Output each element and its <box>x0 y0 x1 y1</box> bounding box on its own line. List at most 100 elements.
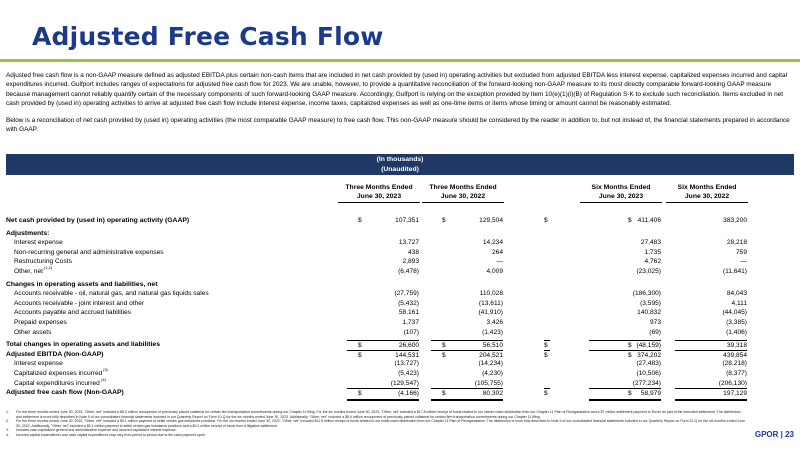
value-cell: 204,521 <box>431 349 503 361</box>
value-cell: (11,641) <box>722 267 747 275</box>
value-cell: (1,423) <box>482 328 503 336</box>
value-cell: 3,426 <box>486 318 503 326</box>
value-cell: (5,423) <box>398 369 419 377</box>
footnote-text: For the three months ended June 30, 2022… <box>16 419 746 428</box>
currency-symbol: $ <box>628 388 634 399</box>
currency-symbol: $ <box>358 388 364 399</box>
column-header: Three Months Ended June 30, 2023 <box>338 184 420 203</box>
currency-symbol: $ <box>628 349 634 361</box>
value-cell: 110,028 <box>479 290 503 298</box>
value-cell: 4,762 <box>644 258 661 266</box>
value-cell: 439,854 <box>675 349 747 361</box>
value-cell: (27,483) <box>636 360 661 368</box>
value-cell: (129,547) <box>390 379 419 387</box>
table-row: Accounts payable and accrued liabilities… <box>6 308 794 318</box>
value-cell: (1,406) <box>726 328 747 336</box>
row-label: Changes in operating assets and liabilit… <box>6 280 158 288</box>
table-row: Adjusted EBITDA (Non-GAAP) 144,531 204,521… <box>6 349 794 361</box>
table-row: Prepaid expenses 1,737 3,426 973 (3,385) <box>6 318 794 328</box>
value-cell: 759 <box>735 248 747 256</box>
value-cell: 27,483 <box>640 239 661 247</box>
value-cell: 438 <box>407 248 419 256</box>
value-cell: 39,318 <box>675 340 747 351</box>
value-cell: (13,611) <box>478 299 503 307</box>
currency-symbol: $ <box>544 217 548 224</box>
intro-paragraph: Below is a reconciliation of net cash pr… <box>6 116 790 134</box>
value-cell: (14,234) <box>478 360 503 368</box>
value-cell: (186,300) <box>632 290 661 298</box>
currency-symbol: $ <box>358 340 364 351</box>
title-divider <box>0 59 800 62</box>
value-cell: (5,432) <box>398 299 419 307</box>
value-cell: (44,045) <box>722 309 747 317</box>
row-label: Capitalized expenses incurred <box>14 369 103 377</box>
row-label: Accounts payable and accrued liabilities <box>14 309 131 317</box>
value-cell: 411,406 <box>637 217 661 224</box>
unaudited-label: (Unaudited) <box>381 165 419 173</box>
value-cell: 264 <box>491 248 503 256</box>
value-cell: 13,727 <box>398 239 419 247</box>
value-cell: 58,161 <box>398 309 419 317</box>
table-row: Other, net (1,2) (6,478) 4,009 (23,025) (11,6… <box>14 264 747 275</box>
value-cell: 28,218 <box>726 239 747 247</box>
table-row: Adjusted free cash flow (Non-GAAP) (4,166… <box>6 388 794 401</box>
footnote-number: 1. <box>6 410 9 414</box>
row-label: Interest expense <box>14 239 63 247</box>
row-label: Other assets <box>14 328 52 336</box>
value-cell: 26,600 <box>347 340 419 351</box>
page-footer: GPOR | 23 <box>754 430 794 439</box>
row-label: Restructuring Costs <box>14 258 72 266</box>
value-cell: 140,832 <box>637 309 661 317</box>
row-label: Accounts receivable - oil, natural gas, … <box>14 290 209 298</box>
column-header: Six Months Ended June 30, 2022 <box>666 184 748 203</box>
value-cell: (23,025) <box>636 267 661 275</box>
value-cell: (13,727) <box>394 360 419 368</box>
value-cell: — <box>496 258 503 266</box>
table-row: Accounts receivable - oil, natural gas, … <box>6 289 794 299</box>
currency-symbol: $ <box>358 349 364 361</box>
value-cell: 4,009 <box>486 267 503 275</box>
footnote: 4. Incurred capital expenditures and cash… <box>6 433 746 438</box>
value-cell: (41,910) <box>478 309 503 317</box>
value-cell: (277,234) <box>632 379 661 387</box>
currency-symbol: $ <box>442 340 448 351</box>
currency-symbol: $ <box>544 340 550 351</box>
currency-symbol: $ <box>628 217 632 224</box>
value-cell: (4,166) <box>347 388 419 401</box>
currency-symbol: $ <box>442 388 448 399</box>
table-row: Changes in operating assets and liabilit… <box>6 280 794 290</box>
table-row: Adjustments: <box>6 229 794 239</box>
value-cell: (3,595) <box>640 299 661 307</box>
row-label: Interest expense <box>14 360 63 368</box>
currency-symbol: $ <box>358 217 362 224</box>
value-cell: (10,506) <box>636 369 661 377</box>
currency-symbol: $ <box>544 349 550 361</box>
row-label: Non-recurring general and administrative… <box>14 248 164 256</box>
value-cell: 129,504 <box>479 217 503 224</box>
column-header: Three Months Ended June 30, 2022 <box>422 184 504 203</box>
table-row: Interest expense (13,727) (14,234) (27,483)… <box>6 359 794 369</box>
value-cell: (107) <box>403 328 419 336</box>
footnote-number: 4. <box>6 432 9 437</box>
row-label: Accounts receivable - joint interest and… <box>14 299 145 307</box>
table-banner: (In thousands) (Unaudited) <box>6 154 794 175</box>
value-cell: 197,129 <box>675 388 747 401</box>
value-cell: 2,893 <box>402 258 419 266</box>
column-header: Six Months Ended June 30, 2023 <box>580 184 662 203</box>
footnote-text: Incurred capital expenditures and cash c… <box>16 432 206 437</box>
value-cell: (28,218) <box>722 360 747 368</box>
currency-symbol: $ <box>442 217 446 224</box>
table-row: Interest expense 13,727 14,234 27,483 28,218 <box>6 238 794 248</box>
intro-text: Adjusted free cash flow is a non-GAAP me… <box>6 71 794 134</box>
reconciliation-table: Net cash provided by (used in) operating… <box>6 216 794 401</box>
footnote: 1. For the three months ended June 30, 20… <box>6 410 746 419</box>
value-cell: (3,385) <box>726 318 747 326</box>
footnote-number: 2. <box>6 419 9 424</box>
value-cell: (105,755) <box>474 379 503 387</box>
footnote: 3. Includes cash capitalized general and … <box>6 428 746 433</box>
value-cell: 374,202 <box>589 349 661 361</box>
row-label: Total changes in operating assets and li… <box>6 341 160 349</box>
value-cell: 4,111 <box>731 299 747 307</box>
footnote-text: For the three months ended June 30, 2023… <box>16 410 741 419</box>
currency-symbol: $ <box>628 340 634 351</box>
